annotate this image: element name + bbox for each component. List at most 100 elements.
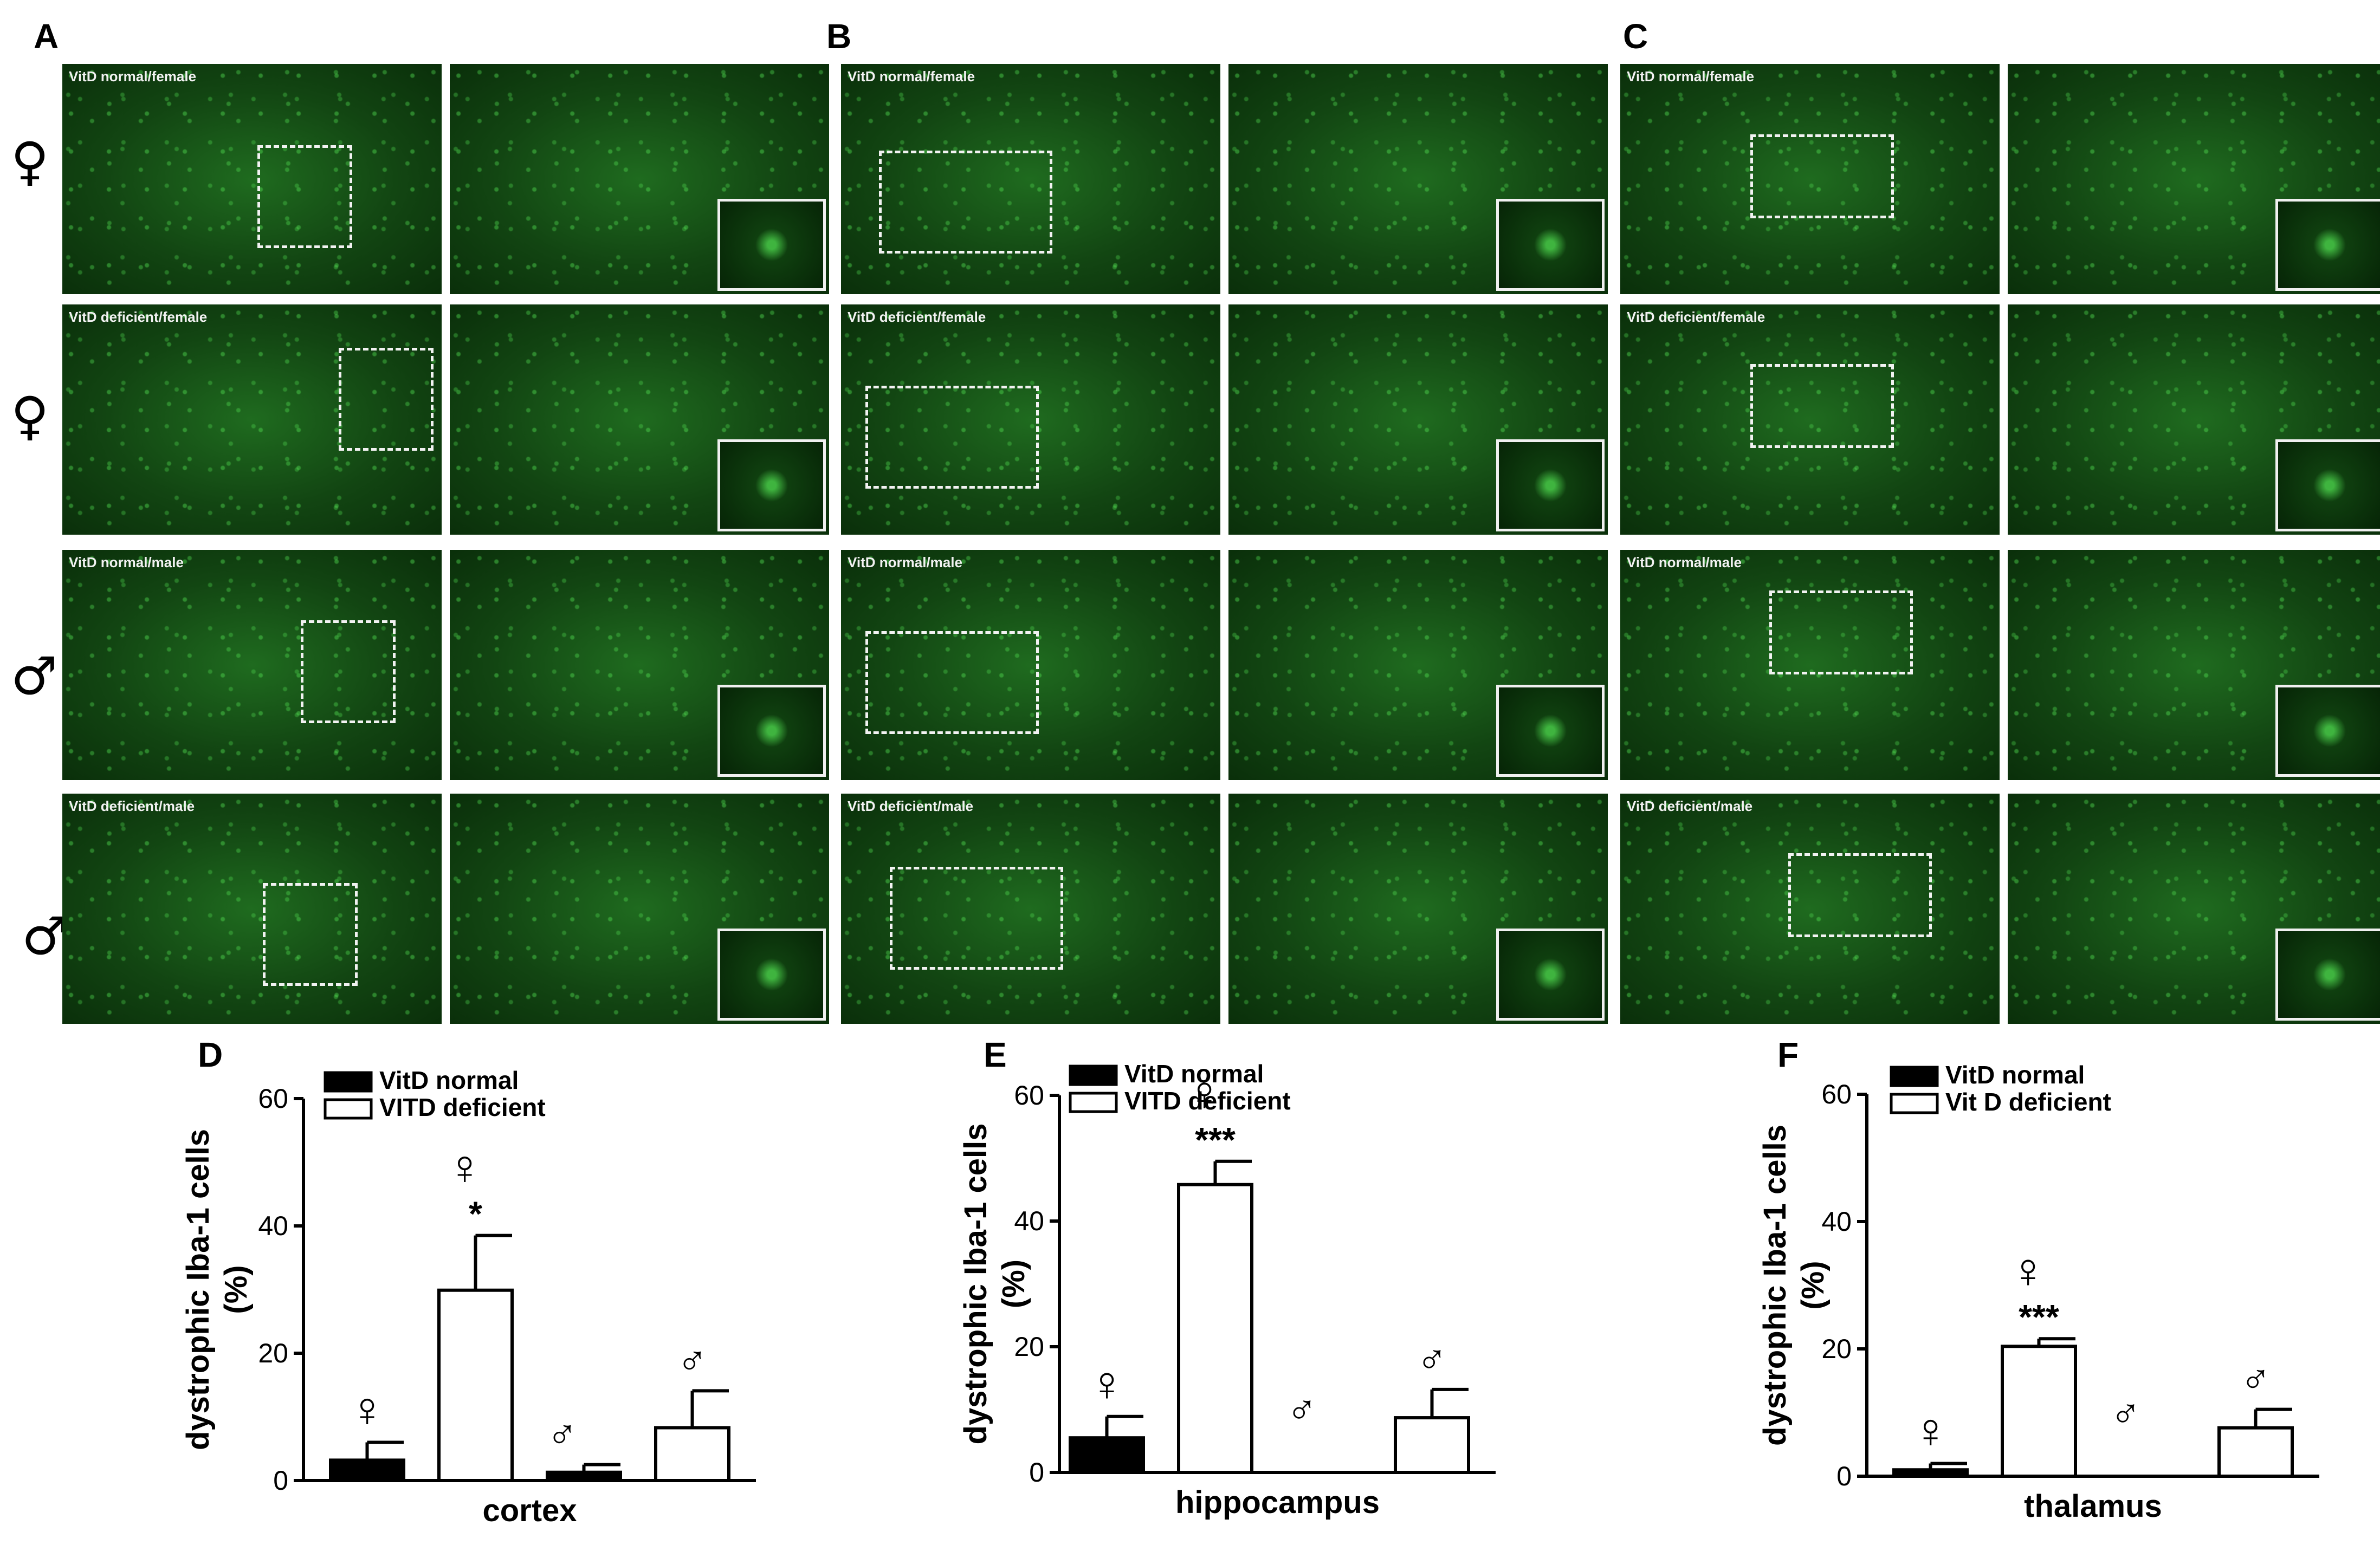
female-symbol: ♀	[1089, 1357, 1126, 1411]
bar-male-deficient	[2217, 1426, 2294, 1478]
significance-marker: ***	[1195, 1120, 1236, 1159]
male-symbol: ♂	[1417, 1336, 1447, 1382]
micrograph-c-overview-1: VitD normal/female	[1620, 64, 2000, 294]
legend-label-normal: VitD normal	[1945, 1061, 2085, 1089]
micrograph-c-zoom-1	[2008, 64, 2380, 294]
legend-label-deficient: VITD deficient	[379, 1093, 546, 1121]
bar-female-deficient	[2001, 1345, 2077, 1478]
bar-female-normal	[1069, 1436, 1145, 1474]
cell-inset	[1496, 199, 1605, 291]
legend-label-deficient: VITD deficient	[1124, 1087, 1291, 1115]
y-tick-label: 60	[1014, 1080, 1044, 1111]
bar-female-normal	[1892, 1468, 1969, 1478]
panel-letter-b: B	[826, 17, 852, 56]
region-of-interest-box	[1769, 590, 1913, 674]
micrograph-a-overview-2: VitD deficient/female	[62, 304, 442, 535]
bar-male-deficient	[654, 1426, 730, 1483]
panel-letter-c: C	[1623, 17, 1648, 56]
cell-inset	[1496, 439, 1605, 531]
micrograph-c-zoom-2	[2008, 304, 2380, 535]
legend-swatch-deficient	[1890, 1093, 1939, 1114]
cell-inset	[2275, 439, 2380, 531]
micrograph-label: VitD normal/female	[848, 68, 975, 85]
y-tick-label: 60	[1821, 1079, 1852, 1109]
bar-female-normal	[329, 1458, 405, 1482]
cell-inset	[717, 685, 826, 777]
cell-inset	[2275, 685, 2380, 777]
row-symbol-male-1: ♂	[11, 646, 58, 706]
bar-female-deficient	[1177, 1183, 1253, 1474]
bar-female-deficient	[437, 1288, 514, 1483]
micrograph-label: VitD normal/female	[69, 68, 197, 85]
legend-swatch-deficient	[324, 1098, 373, 1120]
region-of-interest-box	[1788, 853, 1932, 937]
bar-male-normal	[546, 1470, 622, 1483]
micrograph-b-overview-2: VitD deficient/female	[841, 304, 1220, 535]
region-of-interest-box	[1750, 364, 1894, 448]
legend-swatch-deficient	[1069, 1092, 1118, 1113]
micrograph-a-zoom-2	[450, 304, 829, 535]
y-axis-label: dystrophic Iba-1 cells	[1757, 1125, 1793, 1446]
significance-marker: *	[469, 1195, 482, 1234]
micrograph-b-zoom-1	[1228, 64, 1608, 294]
y-axis-label-unit: (%)	[1795, 1261, 1831, 1309]
micrograph-label: VitD deficient/male	[848, 798, 974, 814]
micrograph-a-overview-3: VitD normal/male	[62, 550, 442, 780]
micrograph-label: VitD deficient/female	[848, 309, 986, 325]
cell-inset	[2275, 929, 2380, 1021]
micrograph-c-overview-2: VitD deficient/female	[1620, 304, 2000, 535]
micrograph-c-overview-3: VitD normal/male	[1620, 550, 2000, 780]
micrograph-a-zoom-3	[450, 550, 829, 780]
panel-letter-d: D	[198, 1035, 223, 1074]
female-symbol: ♀	[1912, 1404, 1949, 1458]
x-axis-label: thalamus	[2024, 1489, 2162, 1524]
region-of-interest-box	[301, 620, 396, 723]
significance-marker: ***	[2019, 1297, 2059, 1336]
female-symbol: ♀	[2010, 1244, 2047, 1298]
micrograph-b-overview-1: VitD normal/female	[841, 64, 1220, 294]
y-tick-label: 40	[258, 1211, 288, 1241]
bar-male-deficient	[1394, 1416, 1470, 1475]
y-tick-label: 60	[258, 1083, 288, 1114]
y-axis-label-unit: (%)	[218, 1265, 254, 1314]
micrograph-label: VitD normal/male	[1627, 554, 1742, 570]
cell-inset	[717, 929, 826, 1021]
male-symbol: ♂	[1286, 1387, 1317, 1433]
region-of-interest-box	[879, 151, 1052, 254]
cell-inset	[2275, 199, 2380, 291]
y-tick-label: 0	[273, 1465, 288, 1496]
y-axis-label: dystrophic Iba-1 cells	[180, 1129, 216, 1450]
micrograph-b-zoom-3	[1228, 550, 1608, 780]
male-symbol: ♂	[2240, 1356, 2271, 1403]
row-symbol-female-2: ♀	[11, 386, 49, 446]
male-symbol: ♂	[2110, 1391, 2141, 1437]
legend-label-deficient: Vit D deficient	[1945, 1088, 2111, 1116]
row-symbol-female-1: ♀	[11, 131, 49, 192]
micrograph-a-overview-4: VitD deficient/male	[62, 794, 442, 1024]
micrograph-c-zoom-4	[2008, 794, 2380, 1024]
x-axis-label: cortex	[482, 1493, 577, 1528]
region-of-interest-box	[865, 386, 1039, 489]
y-tick-label: 40	[1821, 1206, 1852, 1237]
region-of-interest-box	[257, 145, 352, 248]
micrograph-b-zoom-2	[1228, 304, 1608, 535]
cell-inset	[717, 439, 826, 531]
micrograph-b-zoom-4	[1228, 794, 1608, 1024]
micrograph-label: VitD deficient/female	[69, 309, 208, 325]
cell-inset	[1496, 685, 1605, 777]
y-tick-label: 20	[1014, 1332, 1044, 1362]
micrograph-label: VitD normal/male	[69, 554, 184, 570]
y-axis-label: dystrophic Iba-1 cells	[958, 1123, 993, 1444]
y-tick-label: 20	[1821, 1334, 1852, 1364]
legend-swatch-normal	[1069, 1064, 1118, 1086]
cell-inset	[717, 199, 826, 291]
legend-label-normal: VitD normal	[379, 1066, 519, 1094]
micrograph-label: VitD deficient/male	[69, 798, 195, 814]
y-tick-label: 0	[1029, 1457, 1044, 1488]
y-tick-label: 40	[1014, 1206, 1044, 1236]
y-axis-label-unit: (%)	[996, 1260, 1031, 1308]
micrograph-label: VitD normal/female	[1627, 68, 1755, 85]
male-symbol: ♂	[547, 1412, 578, 1458]
row-symbol-male-2: ♂	[22, 906, 69, 966]
micrograph-label: VitD deficient/male	[1627, 798, 1753, 814]
